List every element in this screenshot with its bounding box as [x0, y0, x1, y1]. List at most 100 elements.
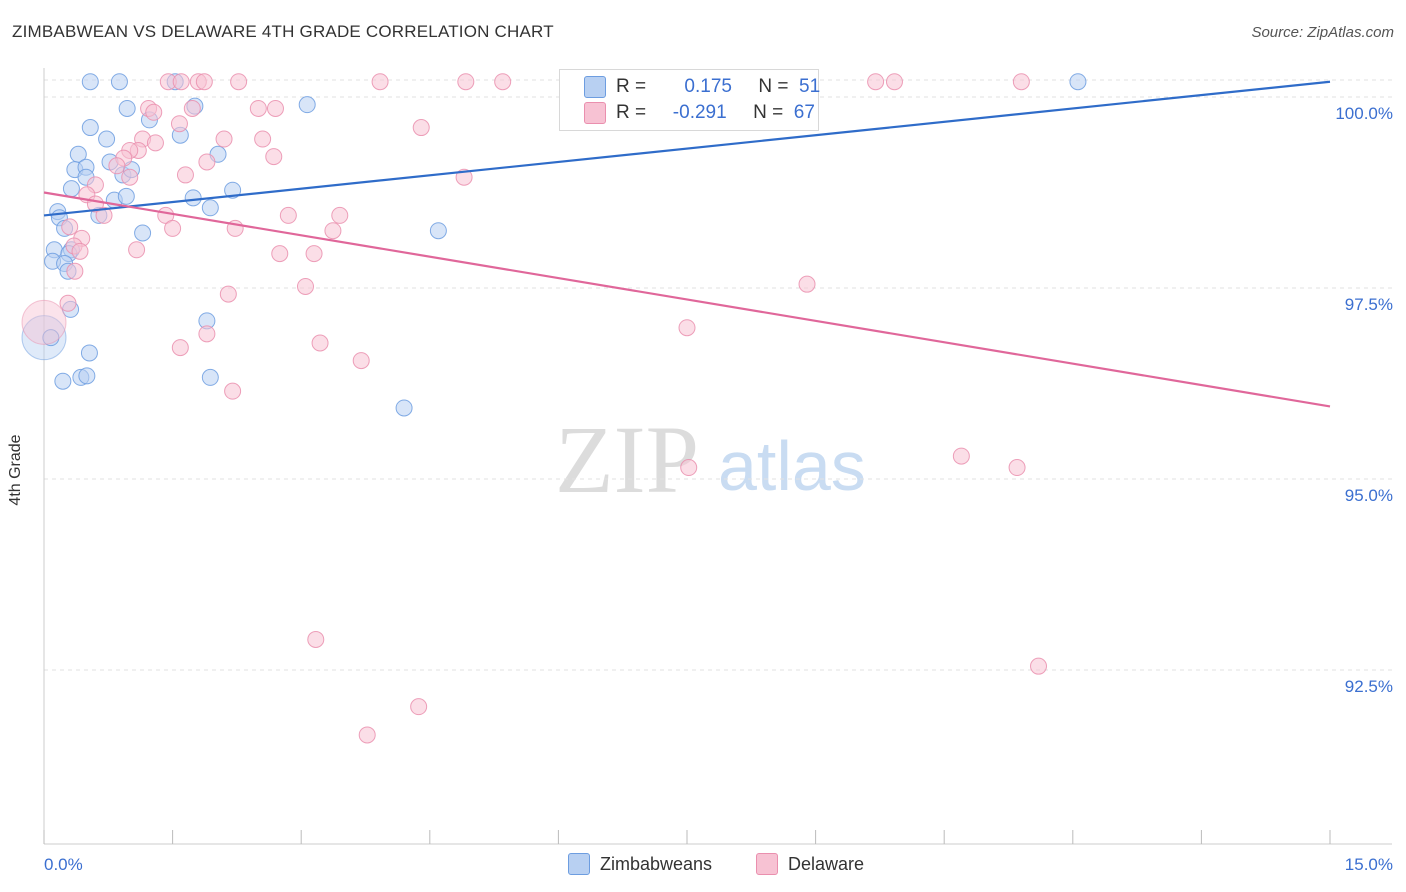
n-value: 51	[799, 76, 821, 97]
data-point	[279, 206, 297, 224]
data-point	[254, 130, 272, 148]
data-point	[198, 153, 216, 171]
r-value: -0.291	[672, 102, 727, 123]
data-point	[678, 319, 696, 337]
legend-item-zimbabweans[interactable]: Zimbabweans	[568, 852, 712, 876]
data-point	[429, 222, 447, 240]
axes	[43, 68, 1392, 845]
n-label: N =	[753, 102, 784, 123]
legend-swatch-blue	[584, 76, 606, 98]
data-point	[305, 245, 323, 263]
trend-lines	[43, 80, 1331, 408]
data-point	[266, 99, 284, 117]
data-point	[121, 168, 139, 186]
watermark-zip: ZIP	[555, 406, 699, 513]
watermark-atlas: atlas	[718, 427, 866, 505]
data-point	[183, 99, 201, 117]
r-label: R =	[616, 102, 647, 123]
data-point	[1030, 657, 1048, 675]
data-point	[494, 73, 512, 91]
data-point	[108, 157, 126, 175]
data-point	[215, 130, 233, 148]
data-point	[134, 224, 152, 242]
legend-item-delaware[interactable]: Delaware	[756, 852, 864, 876]
data-point	[885, 73, 903, 91]
x-tick-label: 15.0%	[1345, 855, 1393, 874]
data-point	[230, 73, 248, 91]
data-point	[95, 206, 113, 224]
legend-swatch-blue	[568, 853, 590, 875]
data-point	[1012, 73, 1030, 91]
data-point	[201, 368, 219, 386]
chart-title: ZIMBABWEAN VS DELAWARE 4TH GRADE CORRELA…	[12, 22, 554, 41]
r-label: R =	[616, 76, 647, 97]
data-point	[296, 277, 314, 295]
n-label: N =	[758, 76, 789, 97]
r-value: 0.175	[684, 76, 732, 97]
trend-line	[43, 191, 1331, 408]
data-point	[81, 119, 99, 137]
data-point	[118, 99, 136, 117]
data-point	[249, 99, 267, 117]
legend-swatch-pink	[584, 102, 606, 124]
data-point	[867, 73, 885, 91]
data-point	[358, 726, 376, 744]
legend-swatch-pink	[756, 853, 778, 875]
data-point	[324, 222, 342, 240]
data-point	[54, 372, 72, 390]
data-point	[311, 334, 329, 352]
y-tick-label: 97.5%	[1345, 295, 1393, 314]
data-point	[219, 285, 237, 303]
data-point	[265, 148, 283, 166]
data-point	[59, 294, 77, 312]
data-point	[412, 119, 430, 137]
x-tick-label: 0.0%	[44, 855, 83, 874]
data-point	[81, 73, 99, 91]
data-point	[352, 352, 370, 370]
data-point	[224, 181, 242, 199]
data-point	[271, 245, 289, 263]
data-point	[298, 96, 316, 114]
data-point	[164, 219, 182, 237]
data-point	[395, 399, 413, 417]
data-point	[62, 180, 80, 198]
data-point	[307, 630, 325, 648]
data-point	[110, 73, 128, 91]
tick-labels: 92.5% 95.0% 97.5% 100.0% 0.0% 15.0%	[44, 104, 1393, 874]
data-point	[98, 130, 116, 148]
data-point	[410, 698, 428, 716]
y-tick-label: 100.0%	[1335, 104, 1393, 123]
data-point	[117, 187, 135, 205]
data-point	[331, 206, 349, 224]
data-point	[952, 447, 970, 465]
data-point	[61, 218, 79, 236]
data-point	[1069, 73, 1087, 91]
data-point	[145, 103, 163, 121]
data-point	[798, 275, 816, 293]
data-point	[680, 459, 698, 477]
data-point	[184, 189, 202, 207]
data-point	[198, 325, 216, 343]
data-point	[146, 134, 164, 152]
data-point	[1008, 459, 1026, 477]
grid-lines	[44, 79, 1392, 671]
trend-line	[43, 80, 1331, 217]
data-point	[201, 199, 219, 217]
data-point	[66, 262, 84, 280]
data-point	[171, 339, 189, 357]
watermark: ZIP atlas	[555, 406, 866, 513]
data-point	[172, 73, 190, 91]
legend-label-delaware: Delaware	[788, 853, 865, 874]
data-point	[176, 166, 194, 184]
source-label: Source: ZipAtlas.com	[1251, 24, 1394, 41]
data-point	[78, 367, 96, 385]
data-point	[371, 73, 389, 91]
stats-legend: R = 0.175 N = 51 R = -0.291 N = 67	[559, 69, 821, 131]
n-value: 67	[793, 102, 815, 123]
data-point	[195, 73, 213, 91]
y-tick-label: 92.5%	[1345, 677, 1393, 696]
data-point	[170, 115, 188, 133]
y-tick-label: 95.0%	[1345, 486, 1393, 505]
data-point	[457, 73, 475, 91]
